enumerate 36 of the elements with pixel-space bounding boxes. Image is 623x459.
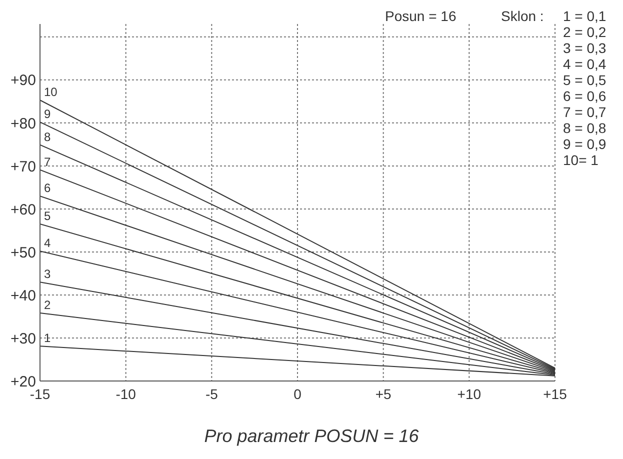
text: 3 = 0,3 <box>563 40 606 56</box>
text: 8 = 0,8 <box>563 120 606 136</box>
series-label: 4 <box>44 236 51 250</box>
text: 10= 1 <box>563 152 600 168</box>
text: Sklon : <box>501 8 544 24</box>
series-label: 9 <box>44 107 51 122</box>
x-tick-label: 0 <box>294 386 302 402</box>
y-tick-label: +70 <box>10 158 36 176</box>
text: 2 = 0,2 <box>563 24 606 40</box>
y-tick-label: +60 <box>10 201 36 218</box>
series-label: 3 <box>44 267 51 282</box>
series-label: 6 <box>44 181 51 196</box>
series-label: 1 <box>44 331 51 346</box>
x-tick-label: +15 <box>543 386 568 402</box>
series-label: 10 <box>44 85 58 100</box>
text: 4 = 0,4 <box>563 56 606 72</box>
y-tick-label: +30 <box>10 330 36 348</box>
series-label: 2 <box>44 298 51 312</box>
x-tick-label: -10 <box>116 386 136 402</box>
x-tick-label: -5 <box>205 386 218 402</box>
series-label: 8 <box>44 130 51 144</box>
y-tick-label: +50 <box>10 244 36 262</box>
text: 5 = 0,5 <box>563 72 606 88</box>
y-tick-label: +40 <box>10 287 36 304</box>
text: 1 = 0,1 <box>563 8 606 24</box>
y-tick-label: +80 <box>10 115 36 132</box>
text: 9 = 0,9 <box>563 136 606 152</box>
text: Pro parametr POSUN = 16 <box>203 426 420 447</box>
text: 7 = 0,7 <box>563 104 606 120</box>
text: Posun = 16 <box>385 8 456 24</box>
series-label: 7 <box>44 154 51 169</box>
x-tick-label: +10 <box>457 386 482 402</box>
x-tick-label: +5 <box>375 386 392 402</box>
series-label: 5 <box>44 209 51 224</box>
y-tick-label: +90 <box>10 72 36 90</box>
text: 6 = 0,6 <box>563 88 606 104</box>
